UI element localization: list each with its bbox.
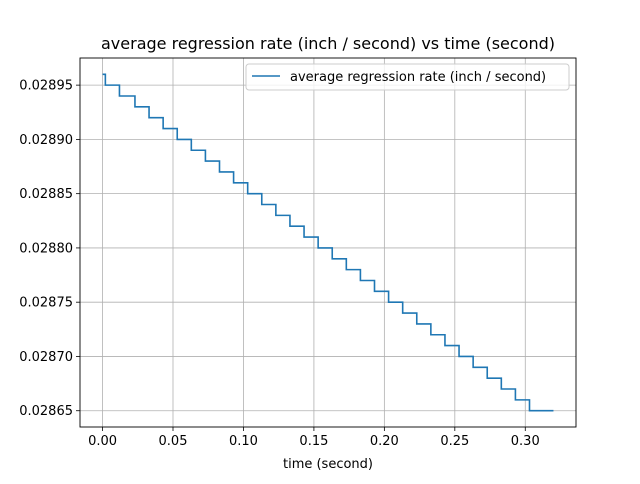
y-tick-label: 0.02895: [19, 79, 73, 94]
legend: average regression rate (inch / second): [245, 63, 570, 91]
x-tick-label: 0.15: [299, 434, 328, 449]
series-layer: [102, 73, 554, 412]
x-tick-label: 0.05: [159, 434, 188, 449]
y-tick-label: 0.02875: [19, 296, 73, 311]
x-tick-label: 0.25: [440, 434, 469, 449]
tick-layer: 0.00 0.05 0.10 0.15 0.20 0.25 0.30 0.02865 0.028…: [19, 79, 540, 449]
legend-label: average regression rate (inch / second): [290, 70, 546, 85]
grid-layer: [80, 58, 576, 427]
y-tick-label: 0.02880: [19, 241, 73, 256]
x-tick-label: 0.30: [511, 434, 540, 449]
chart-title: average regression rate (inch / second) …: [101, 34, 555, 53]
series-line: [102, 73, 554, 412]
x-tick-label: 0.20: [370, 434, 399, 449]
plot-frame: [79, 57, 577, 428]
y-tick-label: 0.02885: [19, 187, 73, 202]
x-tick-label: 0.10: [229, 434, 258, 449]
x-tick-label: 0.00: [88, 434, 117, 449]
y-tick-label: 0.02865: [19, 404, 73, 419]
y-tick-label: 0.02870: [19, 350, 73, 365]
legend-box: [245, 63, 570, 91]
x-axis-label: time (second): [283, 457, 373, 472]
y-tick-label: 0.02890: [19, 133, 73, 148]
